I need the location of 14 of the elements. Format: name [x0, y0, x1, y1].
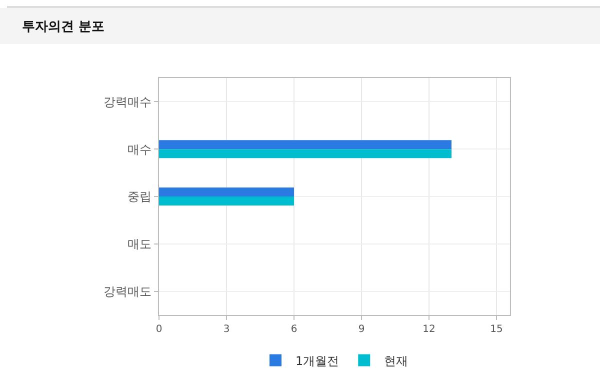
y-tick-label: 강력매도 — [104, 284, 152, 298]
y-tick-label: 매도 — [128, 237, 152, 252]
x-tick-label: 3 — [223, 324, 230, 335]
x-tick-label: 0 — [156, 324, 162, 335]
chart-title: 투자의견 분포 — [22, 20, 105, 35]
legend-label: 현재 — [384, 354, 408, 368]
y-tick-label: 매수 — [128, 142, 152, 156]
y-tick-label: 중립 — [128, 190, 152, 204]
x-tick-label: 9 — [358, 324, 365, 335]
x-tick-label: 15 — [490, 324, 503, 335]
x-tick-label: 12 — [422, 324, 436, 335]
legend-label: 1개월전 — [296, 354, 340, 368]
x-tick-label: 6 — [290, 324, 298, 335]
y-tick-label: 강력매수 — [104, 94, 152, 109]
